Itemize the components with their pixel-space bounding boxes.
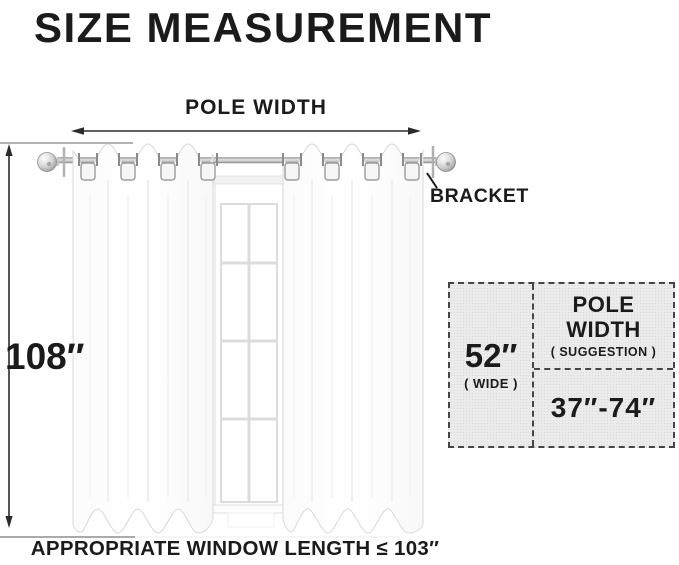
panel-pole-width-cell: POLE WIDTH ( SUGGESTION ) bbox=[534, 284, 673, 370]
panel-pole-width-range: 37″-74″ bbox=[550, 392, 657, 423]
bracket-label: BRACKET bbox=[430, 185, 529, 207]
window-length-note: APPROPRIATE WINDOW LENGTH ≤ 103″ bbox=[30, 537, 440, 560]
height-arrow-icon bbox=[5, 144, 13, 528]
panel-width-qualifier: ( WIDE ) bbox=[464, 376, 518, 391]
finial-right-icon bbox=[435, 152, 456, 172]
pole-width-label: POLE WIDTH bbox=[185, 96, 327, 119]
grommet-icons bbox=[80, 162, 420, 181]
page-title: SIZE MEASUREMENT bbox=[34, 4, 493, 51]
curtain-panel-right bbox=[282, 143, 424, 534]
panel-pole-width-subtitle: ( SUGGESTION ) bbox=[550, 344, 657, 359]
grommet-edges bbox=[78, 153, 422, 166]
panel-width-value: 52″ bbox=[464, 337, 518, 374]
window-sill bbox=[207, 504, 291, 514]
curtain-height-label: 108″ bbox=[5, 336, 85, 377]
size-suggestion-panel: 52″ ( WIDE ) POLE WIDTH ( SUGGESTION ) 3… bbox=[448, 282, 675, 448]
panel-width-cell: 52″ ( WIDE ) bbox=[450, 284, 534, 446]
curtain-panel-left bbox=[72, 143, 214, 534]
window bbox=[207, 175, 291, 528]
pole-width-arrow-icon bbox=[71, 127, 421, 135]
panel-pole-width-title: POLE WIDTH bbox=[566, 292, 641, 342]
panel-pole-range-cell: 37″-74″ bbox=[534, 370, 673, 446]
finial-left-icon bbox=[37, 152, 59, 172]
bracket-pointer-line bbox=[426, 172, 438, 189]
